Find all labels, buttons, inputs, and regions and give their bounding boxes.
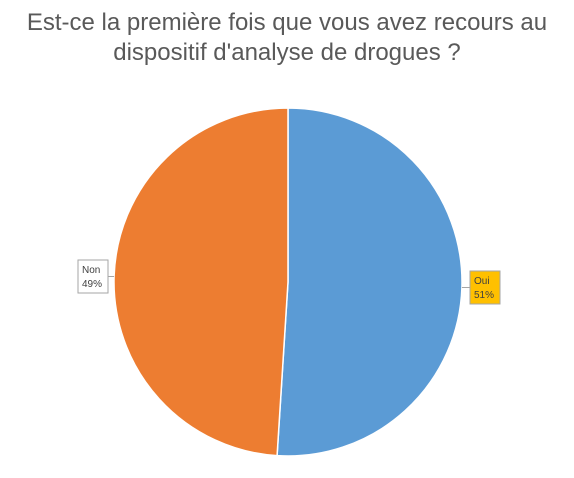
chart-title-line2: dispositif d'analyse de drogues ?: [113, 39, 461, 66]
data-label-box-oui: [469, 270, 501, 305]
pie-slice-non: [113, 107, 289, 457]
chart-title-line1: Est-ce la première fois que vous avez re…: [26, 9, 548, 36]
chart-title: Est-ce la première fois que vous avez re…: [0, 8, 574, 68]
data-label-box-non: [77, 259, 109, 294]
data-label-category-oui: Oui: [474, 276, 490, 287]
pie-slice-oui: [276, 107, 463, 457]
data-label-value-oui: 51%: [474, 290, 494, 301]
data-label-category-non: Non: [82, 265, 100, 276]
data-label-value-non: 49%: [82, 279, 102, 290]
